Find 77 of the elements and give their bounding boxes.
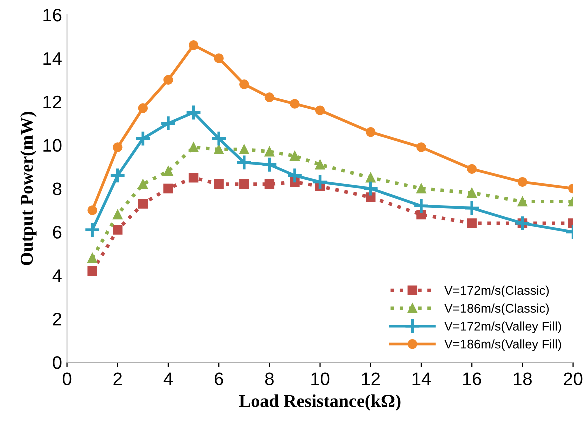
point xyxy=(138,180,148,190)
y-tick-label: 14 xyxy=(44,52,62,65)
point xyxy=(113,142,123,152)
point xyxy=(315,160,326,170)
point xyxy=(113,210,123,220)
point xyxy=(514,215,532,232)
point xyxy=(366,127,376,138)
point xyxy=(264,146,275,157)
point xyxy=(138,104,148,114)
point xyxy=(264,92,275,102)
point xyxy=(290,151,300,162)
point xyxy=(236,154,253,172)
point xyxy=(362,180,380,198)
point xyxy=(138,199,148,209)
point xyxy=(240,144,250,155)
point xyxy=(210,130,228,148)
point xyxy=(134,130,152,148)
y-axis-title: Output Power(mW) xyxy=(20,112,37,266)
x-tick-label: 14 xyxy=(412,372,432,386)
y-tick-label: 6 xyxy=(53,226,62,239)
point xyxy=(366,173,376,183)
point xyxy=(164,184,174,194)
point xyxy=(467,164,477,174)
point xyxy=(164,166,174,176)
y-tick-label: 10 xyxy=(44,139,62,152)
y-tick-label: 0 xyxy=(53,356,62,370)
point xyxy=(110,167,126,184)
point xyxy=(188,142,199,152)
point xyxy=(416,142,426,152)
x-tick-label: 0 xyxy=(62,372,72,386)
x-tick-label: 10 xyxy=(312,372,330,386)
point xyxy=(290,99,300,109)
point xyxy=(185,104,202,122)
x-tick-label: 8 xyxy=(265,372,274,386)
point xyxy=(312,174,329,191)
x-tick-label: 6 xyxy=(214,372,224,386)
point xyxy=(188,40,199,50)
point xyxy=(240,80,250,90)
point xyxy=(160,115,177,132)
point xyxy=(88,206,98,216)
point xyxy=(240,180,250,190)
y-tick-label: 8 xyxy=(53,182,62,196)
point xyxy=(286,167,304,184)
point xyxy=(113,225,123,235)
point xyxy=(261,156,278,174)
point xyxy=(315,106,326,116)
y-tick-label: 2 xyxy=(53,313,62,326)
point xyxy=(413,198,430,214)
x-axis-title: Load Resistance(kΩ) xyxy=(239,394,401,411)
point xyxy=(188,173,199,183)
x-tick-label: 16 xyxy=(463,372,482,386)
legend-label: V=172m/s(Classic) xyxy=(444,286,549,298)
x-tick-label: 20 xyxy=(564,372,583,386)
x-tick-label: 4 xyxy=(164,372,173,386)
x-tick-label: 18 xyxy=(514,372,532,386)
point xyxy=(214,180,224,190)
point xyxy=(88,266,98,276)
legend-label: V=186m/s(Classic) xyxy=(444,304,549,316)
point xyxy=(164,75,174,86)
point xyxy=(464,200,480,217)
y-tick-label: 16 xyxy=(44,8,62,22)
point xyxy=(467,218,477,228)
point xyxy=(467,188,477,198)
x-tick-label: 12 xyxy=(362,372,380,386)
y-tick-label: 4 xyxy=(52,270,62,282)
point xyxy=(416,184,426,194)
point xyxy=(264,180,275,190)
y-tick-label: 12 xyxy=(44,96,62,108)
legend-label: V=186m/s(Valley Fill) xyxy=(444,340,562,352)
legend-label: V=172m/s(Valley Fill) xyxy=(444,322,562,334)
point xyxy=(84,222,101,238)
x-tick-label: 2 xyxy=(114,372,122,386)
point xyxy=(518,177,528,188)
point xyxy=(214,54,224,64)
point xyxy=(518,196,528,207)
point xyxy=(88,253,98,264)
point xyxy=(214,144,224,155)
